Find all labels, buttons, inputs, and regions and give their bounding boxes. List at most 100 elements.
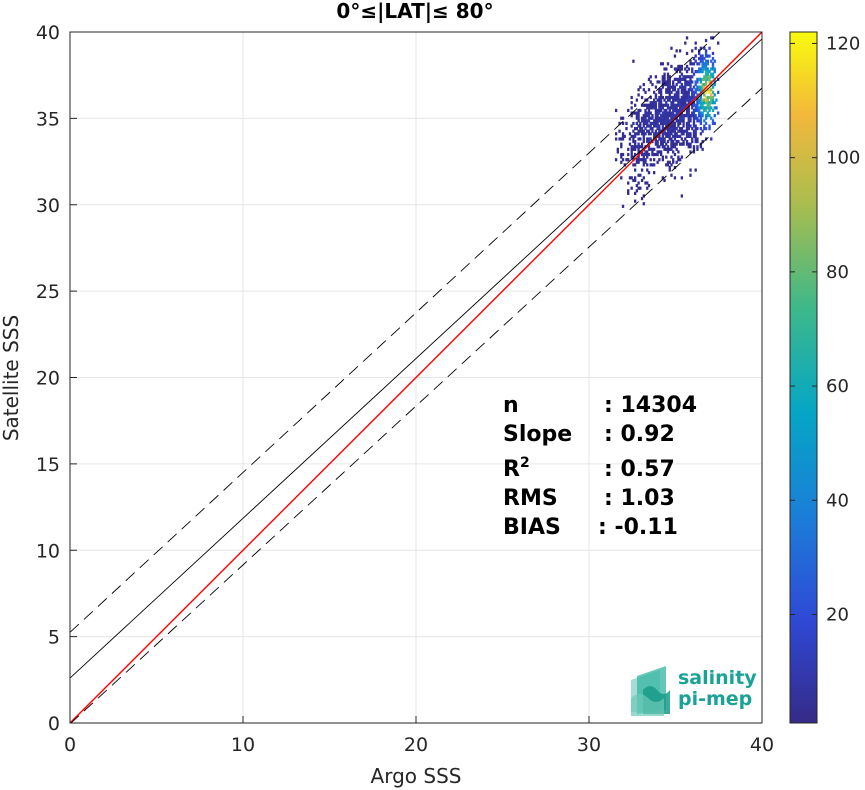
heatmap-cell: [684, 93, 687, 97]
heatmap-cell: [663, 132, 666, 136]
heatmap-cell: [675, 95, 678, 100]
heatmap-cell: [701, 77, 704, 81]
heatmap-cell: [637, 147, 640, 151]
heatmap-cell: [673, 93, 677, 97]
colorbar-tick-label: 20: [826, 604, 849, 625]
heatmap-cell: [682, 129, 685, 133]
heatmap-cell: [653, 158, 656, 162]
heatmap-cell: [678, 98, 682, 102]
heatmap-cell: [680, 114, 684, 118]
heatmap-cell: [647, 129, 651, 133]
heatmap-cell: [647, 77, 651, 81]
heatmap-cell: [663, 139, 666, 144]
heatmap-cell: [665, 90, 668, 94]
heatmap-cell: [689, 59, 692, 63]
heatmap-cell: [697, 108, 701, 113]
heatmap-cell: [670, 155, 673, 159]
heatmap-cell: [691, 95, 694, 100]
heatmap-cell: [678, 49, 682, 53]
heatmap-cell: [699, 59, 703, 63]
heatmap-cell: [653, 101, 656, 105]
heatmap-cell: [656, 152, 659, 157]
heatmap-cell: [656, 160, 659, 164]
heatmap-cell: [717, 90, 720, 94]
heatmap-cell: [644, 103, 647, 107]
heatmap-cell: [692, 108, 696, 113]
heatmap-cell: [689, 116, 692, 120]
heatmap-cell: [699, 80, 703, 84]
heatmap-cell: [691, 80, 694, 84]
heatmap-cell: [639, 150, 642, 154]
heatmap-cell: [672, 145, 675, 149]
heatmap-cell: [697, 119, 701, 123]
heatmap-cell: [673, 114, 677, 118]
plot-area: 0 10 20 30 40 0 5 10 15 20 25 30 35 40: [36, 22, 774, 756]
heatmap-cell: [684, 41, 687, 45]
heatmap-cell: [635, 121, 639, 126]
heatmap-cell: [647, 106, 651, 110]
heatmap-cell: [649, 80, 652, 84]
heatmap-cell: [699, 88, 703, 92]
heatmap-cell: [653, 152, 656, 157]
heatmap-cell: [697, 70, 701, 74]
heatmap-cell: [656, 98, 659, 102]
heatmap-cell: [654, 119, 658, 123]
heatmap-cell: [656, 116, 659, 120]
x-tick-label: 40: [750, 734, 774, 756]
heatmap-cell: [701, 62, 704, 66]
heatmap-cell: [632, 121, 635, 126]
heatmap-cell: [682, 77, 685, 81]
heatmap-cell: [665, 121, 668, 126]
heatmap-cell: [689, 98, 692, 102]
heatmap-cell: [637, 137, 640, 141]
heatmap-cell: [675, 142, 678, 146]
heatmap-cell: [694, 124, 697, 128]
heatmap-cell: [673, 85, 677, 89]
heatmap-cell: [633, 199, 637, 203]
heatmap-cell: [708, 103, 711, 107]
heatmap-cell: [668, 80, 671, 84]
heatmap-cell: [699, 95, 703, 100]
heatmap-cell: [701, 114, 704, 118]
salinity-pi-mep-logo: salinity pi-mep: [631, 666, 757, 716]
heatmap-cell: [678, 119, 682, 123]
heatmap-cell: [668, 160, 671, 164]
heatmap-cell: [670, 129, 673, 133]
heatmap-cell: [697, 88, 701, 92]
heatmap-cell: [677, 134, 680, 138]
heatmap-cell: [668, 114, 671, 118]
heatmap-cell: [654, 93, 658, 97]
heatmap-cell: [642, 160, 645, 164]
heatmap-cell: [675, 147, 678, 151]
heatmap-cell: [640, 129, 644, 133]
heatmap-cell: [646, 119, 649, 123]
heatmap-cell: [680, 108, 684, 113]
heatmap-cell: [666, 129, 670, 133]
heatmap-cell: [639, 129, 642, 133]
heatmap-cell: [654, 106, 658, 110]
heatmap-cell: [692, 90, 696, 94]
heatmap-cell: [685, 142, 689, 146]
heatmap-cell: [661, 75, 664, 79]
heatmap-cell: [666, 90, 670, 94]
heatmap-cell: [640, 178, 644, 183]
heatmap-cell: [665, 103, 668, 107]
heatmap-cell: [670, 121, 673, 126]
heatmap-cell: [647, 103, 651, 107]
heatmap-cell: [633, 145, 637, 149]
heatmap-cell: [663, 114, 666, 118]
heatmap-cell: [644, 114, 647, 118]
heatmap-cell: [663, 119, 666, 123]
heatmap-cell: [692, 114, 696, 118]
heatmap-cell: [678, 108, 682, 113]
heatmap-cell: [647, 147, 651, 151]
heatmap-cell: [696, 88, 699, 92]
heatmap-cell: [658, 150, 661, 154]
heatmap-cell: [697, 51, 701, 56]
heatmap-cell: [661, 176, 664, 180]
stat-value: : 14304: [604, 393, 697, 418]
heatmap-cell: [656, 80, 659, 84]
heatmap-cell: [632, 59, 635, 63]
heatmap-cell: [711, 101, 715, 105]
